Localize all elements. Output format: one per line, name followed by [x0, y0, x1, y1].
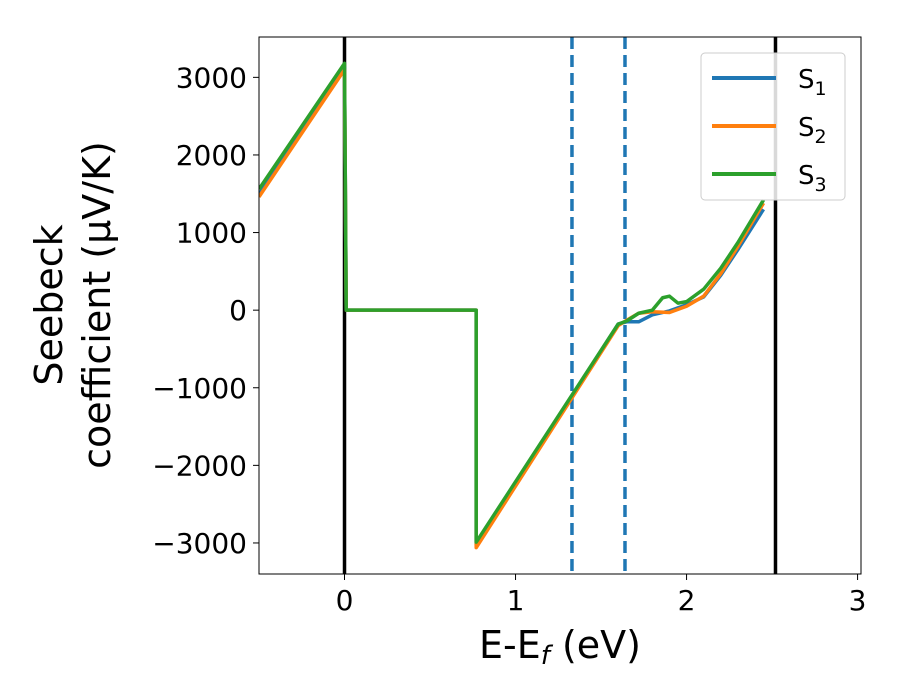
plot-area	[259, 37, 778, 574]
x-tick-label: 0	[336, 584, 354, 617]
y-tick-label: 0	[229, 294, 247, 327]
x-axis-ticks: 0 1 2 3	[336, 574, 867, 617]
y-axis-label-line1: Seebeck	[27, 224, 71, 385]
legend: S1 S2 S3	[700, 52, 846, 201]
y-tick-label: 2000	[176, 139, 247, 172]
series-line-s2	[259, 67, 766, 550]
series-lines	[259, 61, 766, 550]
legend-label-s3: S3	[798, 161, 827, 196]
y-axis-label: Seebeck coefficient (μV/K)	[27, 141, 119, 469]
legend-label-s2: S2	[798, 113, 827, 148]
y-tick-label: −1000	[152, 372, 247, 405]
axes-frame	[258, 36, 862, 575]
x-tick-label: 2	[678, 584, 696, 617]
x-tick-label: 3	[849, 584, 867, 617]
legend-label-s1: S1	[798, 65, 827, 100]
y-tick-label: 1000	[176, 217, 247, 250]
x-tick-label: 1	[507, 584, 525, 617]
series-line-s3	[259, 61, 766, 544]
y-tick-label: 3000	[176, 61, 247, 94]
y-tick-label: −2000	[152, 449, 247, 482]
y-tick-label: −3000	[152, 527, 247, 560]
y-axis-label-line2: coefficient (μV/K)	[75, 141, 119, 469]
y-axis-ticks: −3000 −2000 −1000 0 1000 2000 3000	[152, 61, 259, 560]
x-axis-label: E-Ef (eV)	[479, 623, 641, 671]
